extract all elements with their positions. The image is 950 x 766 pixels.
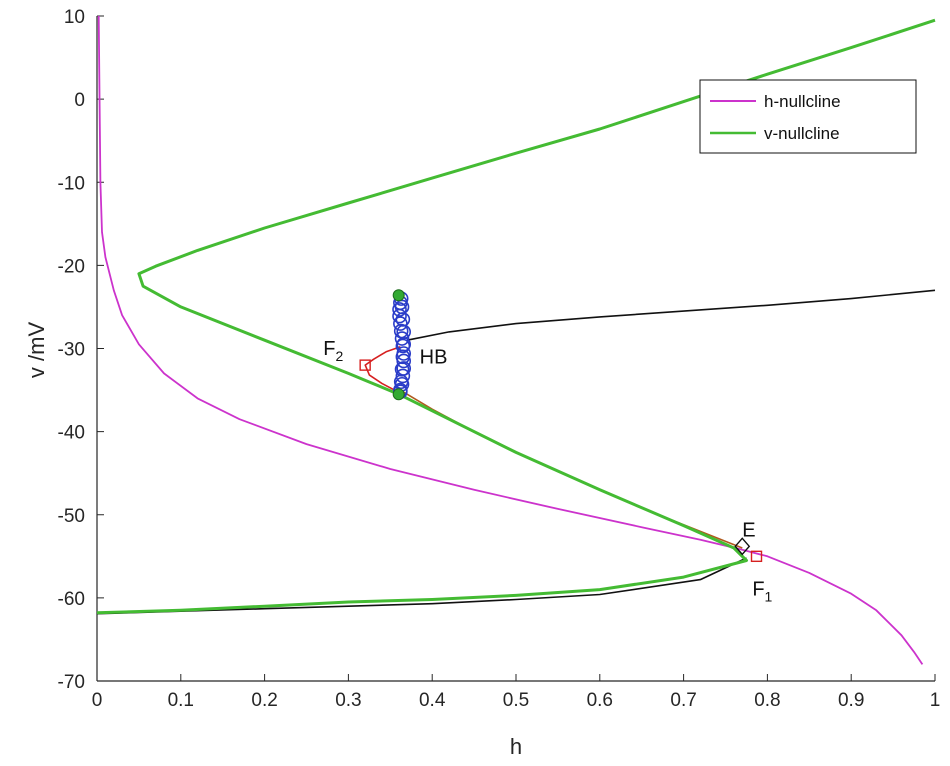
tick-labels: 0 0.1 0.2 0.3 0.4 0.5 0.6 0.7 0.8 0.9 1 10 0 -10 -20 -3… (58, 7, 941, 711)
legend-label-h-nullcline: h-nullcline (764, 92, 841, 111)
y-tick-label: -30 (58, 340, 85, 361)
annotation-label-3: HB (420, 346, 448, 368)
legend: h-nullcline v-nullcline (699, 79, 917, 154)
markers (359, 289, 763, 563)
x-tick-label: 0 (92, 690, 103, 711)
legend-box (699, 79, 917, 154)
annotation-label-1: F1 (752, 578, 772, 604)
annotation-label-0: E (742, 519, 755, 541)
x-tick-label: 0.6 (587, 690, 613, 711)
fold-square-marker-1 (750, 550, 763, 563)
x-tick-label: 0.7 (670, 690, 696, 711)
x-tick-label: 0.1 (168, 690, 194, 711)
hopf-circle-point (392, 302, 407, 317)
y-tick-label: 0 (74, 90, 85, 111)
hopf-circle-point (394, 299, 410, 315)
y-axis-label: v /mV (24, 322, 49, 379)
trajectory-curve-0 (406, 289, 936, 341)
hopf-endpoint-1 (392, 388, 405, 401)
annotations: E F1 F2 HB (323, 338, 772, 604)
trajectory-curve-1 (96, 557, 747, 615)
equilibrium-diamond-marker (734, 537, 751, 556)
y-tick-label: -50 (58, 506, 85, 527)
hopf-circle-point (393, 374, 409, 390)
annotation-label-2: F2 (323, 338, 343, 364)
y-tick-label: -20 (58, 256, 85, 277)
series-line-h-nullcline (97, 15, 924, 665)
x-tick-label: 0.4 (419, 690, 446, 711)
annotation-subscript: 1 (765, 588, 773, 604)
fold-square-marker-2 (359, 359, 371, 371)
curves (96, 15, 936, 665)
trajectory-curve-3 (364, 346, 401, 391)
y-tick-label: -60 (58, 589, 85, 610)
x-tick-label: 0.8 (754, 690, 780, 711)
x-tick-label: 0.9 (838, 690, 864, 711)
y-tick-label: -10 (58, 173, 85, 194)
annotation-subscript: 2 (335, 348, 343, 364)
hopf-circle-point (395, 368, 411, 384)
x-tick-label: 0.5 (503, 690, 529, 711)
series-line-v-nullcline (96, 18, 936, 615)
y-tick-label: 10 (64, 7, 85, 28)
x-axis-label: h (510, 734, 522, 759)
legend-label-v-nullcline: v-nullcline (764, 124, 840, 143)
hopf-endpoint-0 (392, 289, 405, 302)
y-tick-label: -70 (58, 672, 85, 693)
axis-frame (96, 15, 936, 682)
x-tick-label: 0.2 (251, 690, 277, 711)
trajectory-curve-2 (402, 391, 743, 549)
hopf-circle-point (394, 331, 410, 346)
x-tick-label: 1 (930, 690, 941, 711)
x-tick-label: 0.3 (335, 690, 361, 711)
y-tick-label: -40 (58, 423, 85, 444)
